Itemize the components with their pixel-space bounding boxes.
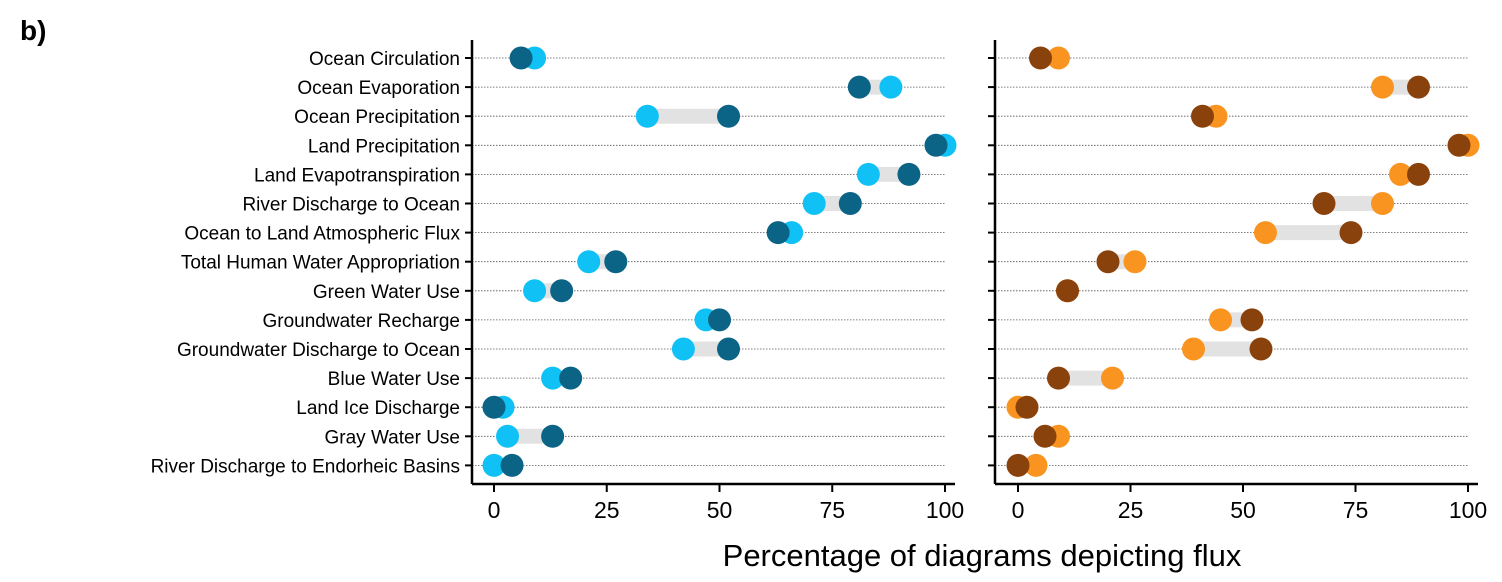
dark-point [541, 424, 565, 448]
category-label: Land Ice Discharge [296, 398, 460, 419]
category-label: River Discharge to Ocean [242, 195, 460, 216]
dark-point [1339, 221, 1363, 245]
x-tick-label: 75 [819, 497, 845, 523]
light-point [482, 453, 506, 477]
panel-label: b) [20, 15, 46, 46]
dark-point [1407, 162, 1430, 186]
x-axis-title: Percentage of diagrams depicting flux [723, 538, 1242, 573]
light-point [1024, 453, 1048, 477]
light-point [1389, 162, 1412, 186]
dark-point [1006, 453, 1030, 477]
x-tick-label: 25 [594, 497, 620, 523]
dark-point [559, 366, 583, 390]
light-point [671, 337, 695, 361]
dark-point [897, 162, 921, 186]
dark-point [708, 308, 731, 332]
dark-point [1312, 192, 1336, 215]
light-point [1371, 75, 1394, 99]
category-label: Groundwater Discharge to Ocean [177, 340, 460, 361]
light-point [1371, 192, 1394, 215]
category-label: Ocean Circulation [309, 49, 460, 70]
category-label: Ocean Evaporation [297, 78, 460, 99]
category-label: Blue Water Use [328, 369, 460, 390]
category-label: Groundwater Recharge [263, 311, 461, 332]
x-tick-label: 0 [488, 497, 501, 523]
dark-point [1029, 46, 1052, 70]
dark-point [1249, 337, 1273, 361]
light-point [1101, 366, 1124, 390]
x-tick-label: 75 [1343, 497, 1369, 523]
dark-point [717, 337, 741, 361]
dark-point [500, 453, 524, 477]
light-point [635, 104, 659, 128]
light-point [1254, 221, 1277, 245]
light-point [879, 75, 903, 99]
category-label: Land Precipitation [308, 136, 460, 157]
light-point [1123, 250, 1147, 274]
dark-point [766, 221, 790, 245]
category-label: River Discharge to Endorheic Basins [151, 456, 460, 477]
category-label: Green Water Use [313, 282, 460, 303]
x-tick-label: 0 [1012, 497, 1025, 523]
light-point [856, 162, 880, 186]
light-point [523, 279, 547, 303]
x-tick-label: 50 [707, 497, 733, 523]
light-point [1182, 337, 1205, 361]
category-label: Gray Water Use [325, 427, 461, 448]
dark-point [1056, 279, 1079, 303]
dark-point [1240, 308, 1264, 332]
dark-point [924, 133, 948, 157]
category-label: Ocean to Land Atmospheric Flux [184, 224, 460, 245]
dark-point [482, 395, 506, 419]
dark-point [717, 104, 741, 128]
dark-point [1015, 395, 1039, 419]
x-tick-label: 100 [1449, 497, 1487, 523]
dark-point [847, 75, 871, 99]
dark-point [1096, 250, 1120, 274]
dark-point [550, 279, 574, 303]
category-labels: Ocean Circulation Ocean Evaporation Ocean … [151, 49, 461, 477]
x-tick-label: 50 [1230, 497, 1256, 523]
dark-point [509, 46, 533, 70]
dark-point [1447, 133, 1471, 157]
light-point [541, 366, 565, 390]
category-label: Land Evapotranspiration [254, 165, 460, 186]
dark-point [1191, 104, 1214, 128]
x-tick-label: 25 [1118, 497, 1144, 523]
light-point [1047, 46, 1070, 70]
right-panel: 0 25 50 75 100 [988, 40, 1487, 523]
dark-point [604, 250, 628, 274]
x-tick-label: 100 [926, 497, 964, 523]
category-label: Ocean Precipitation [294, 107, 460, 128]
light-point [496, 424, 520, 448]
light-point [1209, 308, 1232, 332]
category-label: Total Human Water Appropriation [181, 253, 460, 274]
left-panel: 0 25 50 75 100 [465, 40, 964, 523]
light-point [577, 250, 601, 274]
dark-point [1407, 75, 1430, 99]
dark-point [838, 192, 862, 215]
dark-point [1033, 424, 1057, 448]
light-point [802, 192, 826, 215]
dark-point [1047, 366, 1070, 390]
